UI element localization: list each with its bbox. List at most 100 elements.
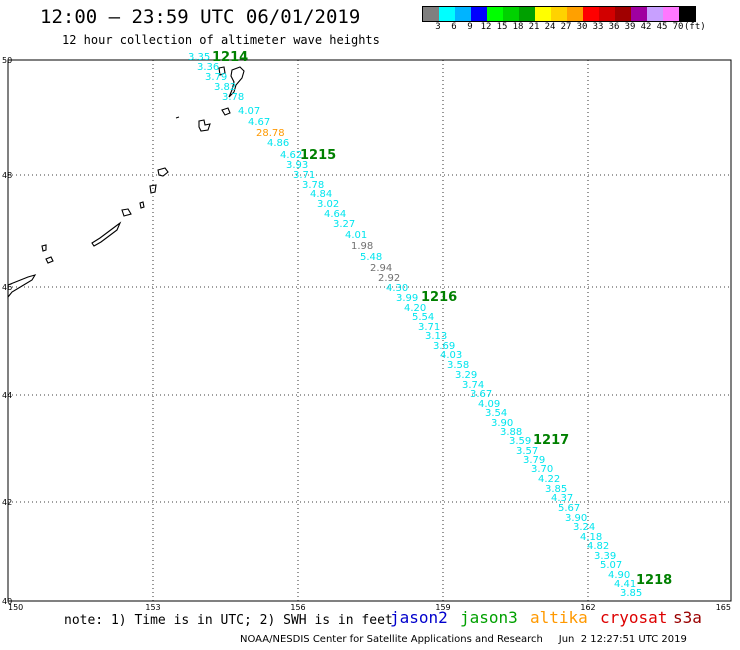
island-outline	[218, 66, 226, 76]
wave-height-label: 3.90	[565, 513, 587, 524]
map-frame	[7, 59, 732, 602]
wave-height-label: 5.67	[558, 503, 580, 514]
wave-height-label: 4.84	[310, 189, 332, 200]
footer-note: note: 1) Time is in UTC; 2) SWH is in fe…	[64, 613, 393, 628]
longitude-label: 165	[716, 603, 731, 612]
colorbar-label: 27	[560, 22, 572, 32]
wave-height-label: 3.36	[197, 62, 219, 73]
wave-height-label: 4.20	[404, 303, 426, 314]
colorbar-swatch	[663, 7, 679, 21]
colorbar-label: 33	[592, 22, 604, 32]
island-outline	[157, 167, 169, 177]
colorbar-swatch	[455, 7, 471, 21]
colorbar-swatch	[503, 7, 519, 21]
latitude-label: 50	[2, 56, 12, 65]
wave-height-label: 3.57	[516, 446, 538, 457]
wave-height-label: 1.98	[351, 241, 373, 252]
colorbar-label: 42	[640, 22, 652, 32]
colorbar-label: 30	[576, 22, 588, 32]
wave-height-label: 3.88	[500, 427, 522, 438]
wave-height-label: 3.54	[485, 408, 507, 419]
wave-height-label: 5.07	[600, 560, 622, 571]
island-outline	[41, 244, 47, 252]
island-outline	[149, 184, 157, 194]
colorbar-swatch	[583, 7, 599, 21]
colorbar-label: 39	[624, 22, 636, 32]
wave-height-label: 4.03	[440, 350, 462, 361]
wave-height-label: 4.41	[614, 579, 636, 590]
wave-height-label: 3.78	[302, 180, 324, 191]
colorbar-label: (ft)	[684, 22, 706, 32]
wave-height-label: 3.35	[188, 52, 210, 63]
colorbar-swatch	[439, 7, 455, 21]
colorbar-swatch	[487, 7, 503, 21]
island-outline	[139, 201, 145, 209]
wave-height-label: 4.86	[267, 138, 289, 149]
colorbar-swatch	[679, 7, 695, 21]
colorbar-swatch	[567, 7, 583, 21]
island-outline	[7, 274, 37, 299]
footer-credit: NOAA/NESDIS Center for Satellite Applica…	[240, 634, 687, 645]
wave-height-label: 3.59	[509, 436, 531, 447]
page-subtitle: 12 hour collection of altimeter wave hei…	[62, 33, 380, 47]
wave-height-label: 3.71	[418, 322, 440, 333]
colorbar-swatch	[423, 7, 439, 21]
wave-height-label: 3.74	[462, 380, 484, 391]
colorbar-swatch	[615, 7, 631, 21]
wave-height-label: 4.37	[551, 493, 573, 504]
colorbar-swatch	[535, 7, 551, 21]
altimeter-observations: 3.353.363.793.823.784.074.6728.784.864.6…	[188, 52, 642, 599]
colorbar-label: 3	[435, 22, 441, 32]
page-title: 12:00 – 23:59 UTC 06/01/2019	[40, 6, 361, 28]
wave-height-label: 3.93	[286, 160, 308, 171]
colorbar-label: 9	[467, 22, 473, 32]
mission-s3a: s3a	[673, 608, 702, 627]
wave-height-label: 3.27	[333, 219, 355, 230]
island-outline	[121, 208, 132, 217]
wave-height-label: 4.62	[280, 150, 302, 161]
wave-height-label: 3.29	[455, 370, 477, 381]
wave-height-label: 4.82	[587, 541, 609, 552]
wave-height-label: 3.69	[433, 341, 455, 352]
wave-height-label: 28.78	[256, 128, 285, 139]
wave-height-label: 4.67	[248, 117, 270, 128]
wave-height-label: 3.02	[317, 199, 339, 210]
coastline	[7, 66, 245, 299]
colorbar-swatch	[599, 7, 615, 21]
mission-jason2: jason2	[390, 608, 448, 627]
latitude-label: 44	[2, 391, 12, 400]
wave-height-label: 3.67	[470, 389, 492, 400]
wave-height-label: 3.13	[425, 331, 447, 342]
wave-height-label: 3.70	[531, 464, 553, 475]
wave-height-label: 4.64	[324, 209, 346, 220]
wave-height-label: 3.58	[447, 360, 469, 371]
island-outline	[221, 107, 231, 116]
wave-height-label: 3.85	[620, 588, 642, 599]
time-label: 1217	[533, 433, 569, 448]
wave-height-label: 3.85	[545, 484, 567, 495]
wave-height-label: 2.94	[370, 263, 392, 274]
time-label: 1215	[300, 148, 336, 163]
wave-height-label: 3.82	[214, 82, 236, 93]
wave-height-label: 3.71	[293, 170, 315, 181]
colorbar-swatch	[647, 7, 663, 21]
wave-height-label: 3.79	[523, 455, 545, 466]
longitude-label: 150	[8, 603, 23, 612]
wave-height-label: 4.90	[608, 570, 630, 581]
time-label: 1218	[636, 573, 672, 588]
time-label: 1214	[212, 50, 248, 65]
mission-altika: altika	[530, 608, 588, 627]
colorbar-label: 18	[512, 22, 524, 32]
colorbar-label: 15	[496, 22, 508, 32]
wave-height-label: 4.18	[580, 532, 602, 543]
wave-height-label: 4.30	[386, 283, 408, 294]
mission-cryosat: cryosat	[600, 608, 668, 627]
wave-height-label: 5.54	[412, 312, 434, 323]
latitude-label: 48	[2, 171, 12, 180]
colorbar-label: 70	[672, 22, 684, 32]
wave-height-label: 3.79	[205, 72, 227, 83]
wave-height-label: 3.39	[594, 551, 616, 562]
wave-height-label: 3.24	[573, 522, 595, 533]
latitude-label: 42	[2, 498, 12, 507]
